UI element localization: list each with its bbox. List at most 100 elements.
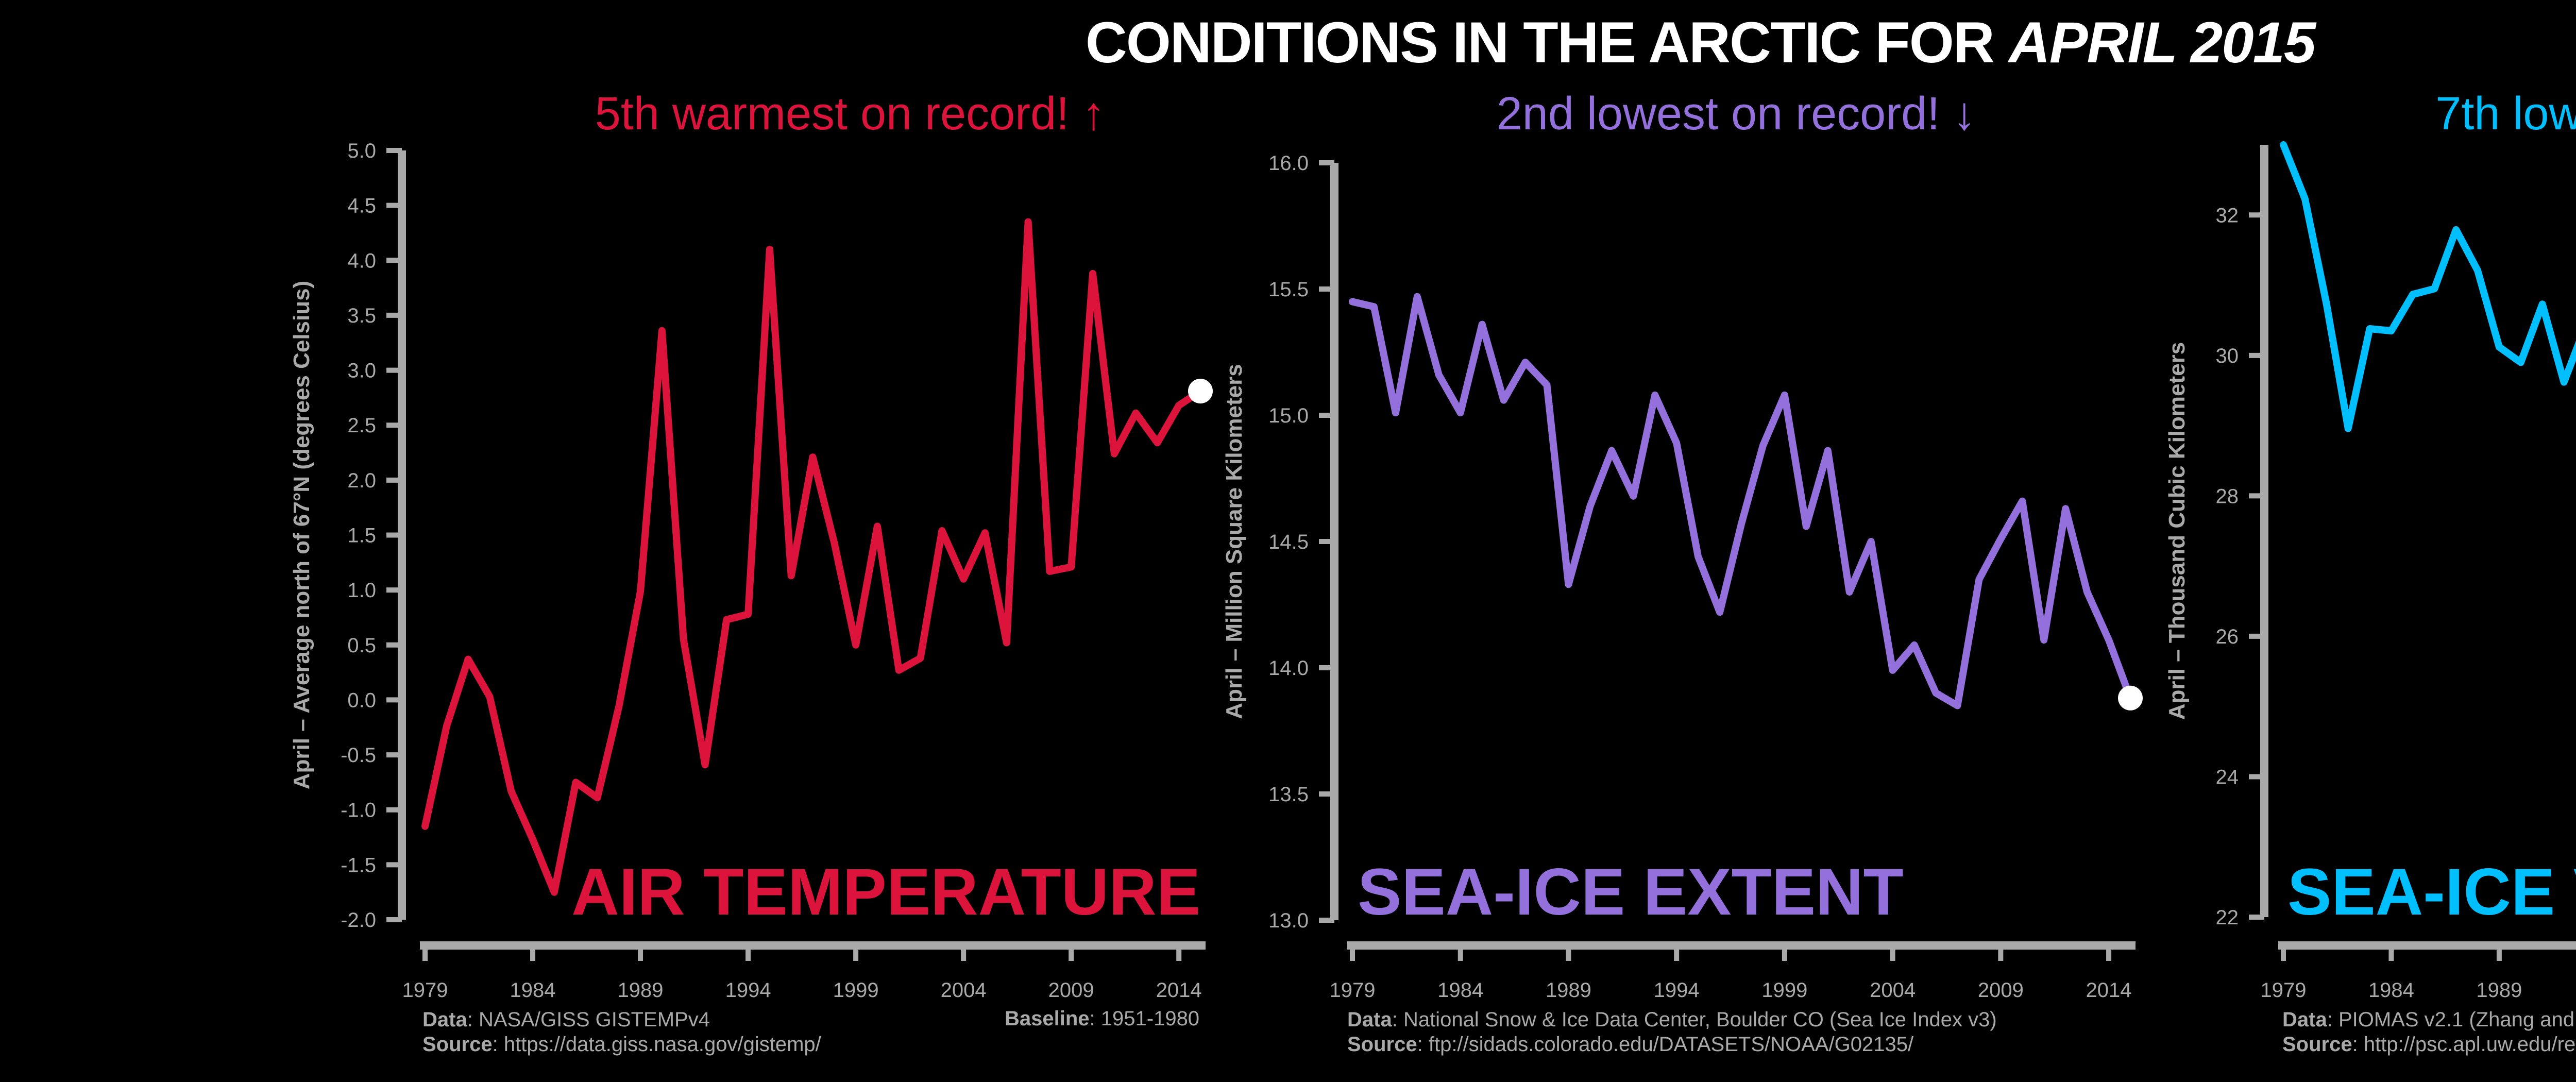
air-temperature-data-point — [551, 889, 558, 896]
sea-ice-extent-y-tick-label: 15.0 — [1268, 404, 1309, 427]
sea-ice-volume-y-tick-label: 28 — [2216, 485, 2239, 508]
sea-ice-volume-x-tick-label: 1979 — [2261, 979, 2307, 1002]
sea-ice-extent-data-point — [2040, 636, 2047, 644]
sea-ice-extent-data-point — [1522, 359, 1529, 366]
air-temperature-x-tick-label: 2009 — [1048, 979, 1094, 1002]
sea-ice-extent-x-tick-label: 1984 — [1437, 979, 1483, 1002]
air-source-label: Source — [422, 1033, 493, 1056]
air-temperature-data-point — [744, 611, 752, 618]
title-prefix: CONDITIONS IN THE ARCTIC FOR — [1085, 10, 2009, 75]
sea-ice-extent-y-tick-label: 16.0 — [1268, 152, 1309, 175]
sea-ice-extent-data-point — [1759, 442, 1767, 449]
air-temperature-data-point — [615, 703, 622, 710]
air-data-label: Data — [422, 1008, 467, 1031]
air-temperature-data-point — [637, 587, 644, 595]
sea-ice-extent-data-point — [1738, 520, 1745, 528]
air-temperature-data-point — [572, 779, 580, 786]
air-temperature-x-tick-label: 1994 — [725, 979, 771, 1002]
sea-ice-extent-data-point — [1608, 447, 1615, 454]
sea-ice-extent-data-point — [2062, 505, 2069, 512]
air-temperature-y-tick-label: 2.0 — [347, 469, 376, 492]
air-temperature-data-point — [1003, 639, 1010, 647]
air-temperature-y-tick-label: -0.5 — [341, 744, 376, 767]
sea-ice-volume-data-point — [2431, 285, 2438, 292]
sea-ice-extent-data-point — [2105, 636, 2112, 644]
main-title: CONDITIONS IN THE ARCTIC FOR APRIL 2015 — [0, 9, 2576, 76]
sea-ice-extent-data-point — [1954, 702, 1961, 709]
air-temperature-data-point — [766, 246, 773, 253]
air-temperature-x-tick-label: 1999 — [833, 979, 879, 1002]
air-temperature-y-tick-label: 4.5 — [347, 195, 376, 217]
air-temperature-data-point — [938, 527, 945, 534]
sea-ice-extent-data-point — [1997, 535, 2004, 543]
sea-ice-volume-y-tick-label: 32 — [2216, 204, 2239, 227]
sea-ice-extent-data-point — [1933, 689, 1940, 697]
air-temperature-x-tick-label: 1979 — [402, 979, 448, 1002]
sea-ice-extent-data-point — [1435, 371, 1443, 379]
sea-ice-volume-data-point — [2280, 141, 2287, 148]
air-temperature-data-point — [529, 836, 536, 843]
extent-footer: Data: National Snow & Ice Data Center, B… — [1347, 1008, 1997, 1056]
sea-ice-extent-x-tick-label: 2014 — [2086, 979, 2132, 1002]
air-temperature-latest-point — [1188, 379, 1213, 404]
baseline-text: 1951-1980 — [1100, 1007, 1200, 1030]
sea-ice-volume-data-point — [2323, 300, 2330, 308]
sea-ice-extent-latest-point — [2118, 685, 2143, 711]
air-source-text: https://data.giss.nasa.gov/gistemp/ — [503, 1033, 821, 1056]
sea-ice-extent-y-tick-label: 14.5 — [1268, 531, 1309, 553]
air-temperature-x-tick-label: 1984 — [510, 979, 556, 1002]
air-temperature-data-point — [788, 572, 795, 579]
volume-source-label: Source — [2282, 1033, 2352, 1056]
sea-ice-extent-data-point — [1803, 523, 1810, 530]
air-temperature-data-point — [1175, 402, 1182, 409]
volume-data-label: Data — [2282, 1008, 2327, 1031]
sea-ice-extent-x-tick-label: 1989 — [1546, 979, 1591, 1002]
sea-ice-volume-y-label: April – Thousand Cubic Kilometers — [2164, 342, 2190, 720]
sea-ice-extent-data-point — [1846, 588, 1853, 596]
sea-ice-volume-series-line — [2280, 141, 2576, 432]
air-temperature-data-point — [443, 723, 450, 730]
air-temperature-y-tick-label: 3.0 — [347, 360, 376, 382]
sea-ice-extent-data-point — [1911, 641, 1918, 649]
volume-data-text: PIOMAS v2.1 (Zhang and Rothrock, 2003; S… — [2338, 1008, 2576, 1031]
air-temperature-x-tick-label: 2014 — [1156, 979, 1202, 1002]
sea-ice-volume-data-point — [2366, 325, 2374, 332]
sea-ice-extent-data-point — [1694, 553, 1702, 560]
air-temperature-data-point — [1111, 450, 1118, 458]
air-temperature-data-point — [852, 641, 859, 649]
air-temperature-data-point — [981, 529, 989, 536]
air-temperature-data-point — [421, 823, 429, 830]
sea-ice-volume-x-tick-label: 1984 — [2368, 979, 2414, 1002]
air-temperature-data-point — [680, 636, 687, 643]
volume-source-text: http://psc.apl.uw.edu/research/projects/… — [2363, 1033, 2576, 1056]
air-temperature-y-tick-label: 0.5 — [347, 634, 376, 657]
sea-ice-extent-data-point — [1975, 576, 1982, 583]
air-temperature-data-point — [1067, 563, 1075, 570]
air-temperature-data-point — [594, 794, 601, 801]
sea-ice-extent-data-point — [1370, 303, 1378, 310]
sea-ice-extent-data-point — [1586, 502, 1594, 510]
air-temperature-series-line — [421, 218, 1204, 896]
air-temperature-y-tick-label: 3.5 — [347, 305, 376, 327]
sea-ice-volume-x-tick-label: 1989 — [2476, 979, 2522, 1002]
air-temperature-x-tick-label: 1989 — [618, 979, 664, 1002]
air-temperature-y-tick-label: -1.5 — [341, 854, 376, 876]
sea-ice-volume-y-tick-label: 24 — [2216, 766, 2239, 788]
air-temperature-y-tick-label: 4.0 — [347, 249, 376, 272]
air-temperature-y-tick-label: -1.0 — [341, 799, 376, 822]
sea-ice-volume-data-point — [2301, 195, 2309, 202]
baseline-label: Baseline — [1005, 1007, 1090, 1030]
volume-subtitle: 7th lowest on record! ↓ — [2435, 88, 2576, 140]
sea-ice-volume-data-point — [2387, 327, 2395, 334]
air-data-text: NASA/GISS GISTEMPv4 — [478, 1008, 710, 1031]
sea-ice-extent-data-point — [1414, 293, 1421, 300]
air-temperature-y-tick-label: 1.0 — [347, 579, 376, 602]
air-temperature-panel-label: AIR TEMPERATURE — [571, 855, 1200, 929]
sea-ice-extent-x-tick-label: 1994 — [1654, 979, 1700, 1002]
sea-ice-extent-data-point — [1716, 608, 1723, 616]
sea-ice-volume-data-point — [2561, 379, 2568, 386]
air-temperature-y-label: April – Average north of 67°N (degrees C… — [289, 281, 314, 790]
air-temperature-data-point — [1089, 270, 1096, 277]
sea-ice-volume-data-point — [2496, 343, 2503, 350]
